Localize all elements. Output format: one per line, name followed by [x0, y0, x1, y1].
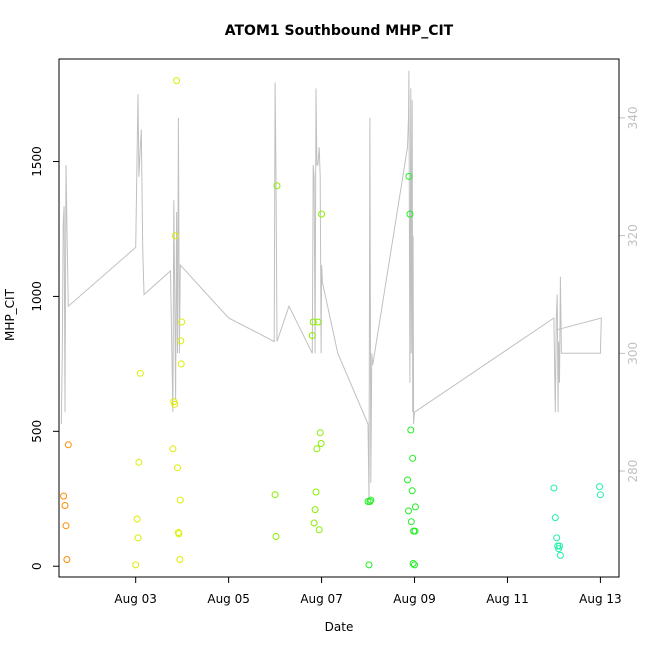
- data-point: [408, 487, 416, 495]
- x-tick-label: Aug 07: [300, 592, 343, 606]
- scatter-points-layer: [60, 77, 604, 569]
- data-point: [62, 522, 70, 530]
- data-point: [317, 440, 325, 447]
- data-point: [271, 491, 279, 499]
- data-point: [61, 502, 69, 509]
- y2-tick-label: 300: [626, 342, 640, 365]
- data-point: [556, 542, 563, 550]
- chart-title: ATOM1 Southbound MHP_CIT: [225, 23, 454, 39]
- data-point: [132, 561, 140, 569]
- data-point: [407, 426, 415, 434]
- data-point: [366, 498, 374, 505]
- data-point: [411, 527, 419, 535]
- y-axis-label: MHP_CIT: [3, 288, 17, 341]
- y-tick-label: 1000: [30, 281, 44, 312]
- x-tick-label: Aug 11: [486, 592, 529, 606]
- data-point: [169, 445, 177, 453]
- y2-tick-label: 340: [626, 106, 640, 129]
- data-point: [409, 454, 417, 462]
- data-point: [60, 492, 68, 500]
- data-point: [171, 232, 179, 240]
- data-point: [318, 210, 326, 218]
- y-tick-label: 500: [30, 420, 44, 443]
- data-point: [135, 458, 143, 466]
- x-tick-label: Aug 13: [579, 592, 622, 606]
- data-point: [553, 534, 561, 542]
- data-point: [63, 556, 71, 563]
- data-point: [406, 210, 414, 218]
- data-point: [556, 551, 564, 559]
- x-tick-label: Aug 05: [207, 592, 250, 606]
- data-point: [316, 429, 324, 437]
- data-point: [177, 337, 185, 345]
- y-tick-label: 1500: [30, 146, 44, 177]
- x-tick-label: Aug 09: [393, 592, 436, 606]
- data-point: [365, 561, 373, 569]
- data-point: [177, 360, 185, 368]
- data-point: [175, 530, 183, 538]
- data-point: [550, 484, 558, 492]
- data-point: [315, 526, 323, 534]
- data-point: [310, 519, 318, 527]
- data-point: [273, 182, 281, 190]
- secondary-series-line: [60, 70, 602, 501]
- x-axis: Aug 03 Aug 05 Aug 07 Aug 09 Aug 11 Aug 13: [114, 577, 622, 606]
- data-point: [314, 318, 322, 326]
- data-point: [405, 172, 413, 180]
- y-axis: 0 500 1000 1500: [30, 146, 59, 570]
- data-point: [173, 77, 181, 85]
- data-point: [596, 491, 604, 499]
- y2-axis: 280 300 320 340: [619, 106, 640, 482]
- y2-tick-label: 280: [626, 460, 640, 483]
- secondary-series-line-layer: [60, 70, 602, 501]
- data-point: [136, 369, 144, 377]
- data-point: [367, 496, 375, 504]
- data-point: [409, 560, 417, 567]
- data-point: [308, 332, 316, 339]
- data-point: [596, 483, 603, 491]
- data-point: [176, 496, 184, 504]
- data-point: [176, 556, 184, 563]
- data-point: [313, 445, 321, 453]
- data-point: [551, 514, 559, 522]
- y-tick-label: 0: [30, 562, 44, 570]
- data-point: [405, 507, 412, 515]
- data-point: [272, 533, 280, 540]
- data-point: [174, 464, 181, 472]
- data-point: [64, 441, 72, 449]
- x-axis-label: Date: [325, 620, 354, 634]
- data-point: [411, 561, 418, 569]
- y2-tick-label: 320: [626, 224, 640, 247]
- data-point: [411, 503, 419, 511]
- data-point: [407, 518, 415, 526]
- data-point: [178, 318, 186, 326]
- data-point: [312, 488, 320, 496]
- data-point: [311, 506, 319, 514]
- plot-frame: [58, 58, 620, 578]
- data-point: [134, 534, 142, 542]
- data-point: [133, 515, 141, 523]
- data-point: [404, 476, 411, 484]
- x-tick-label: Aug 03: [114, 592, 157, 606]
- data-point: [309, 318, 317, 326]
- data-point: [171, 400, 179, 408]
